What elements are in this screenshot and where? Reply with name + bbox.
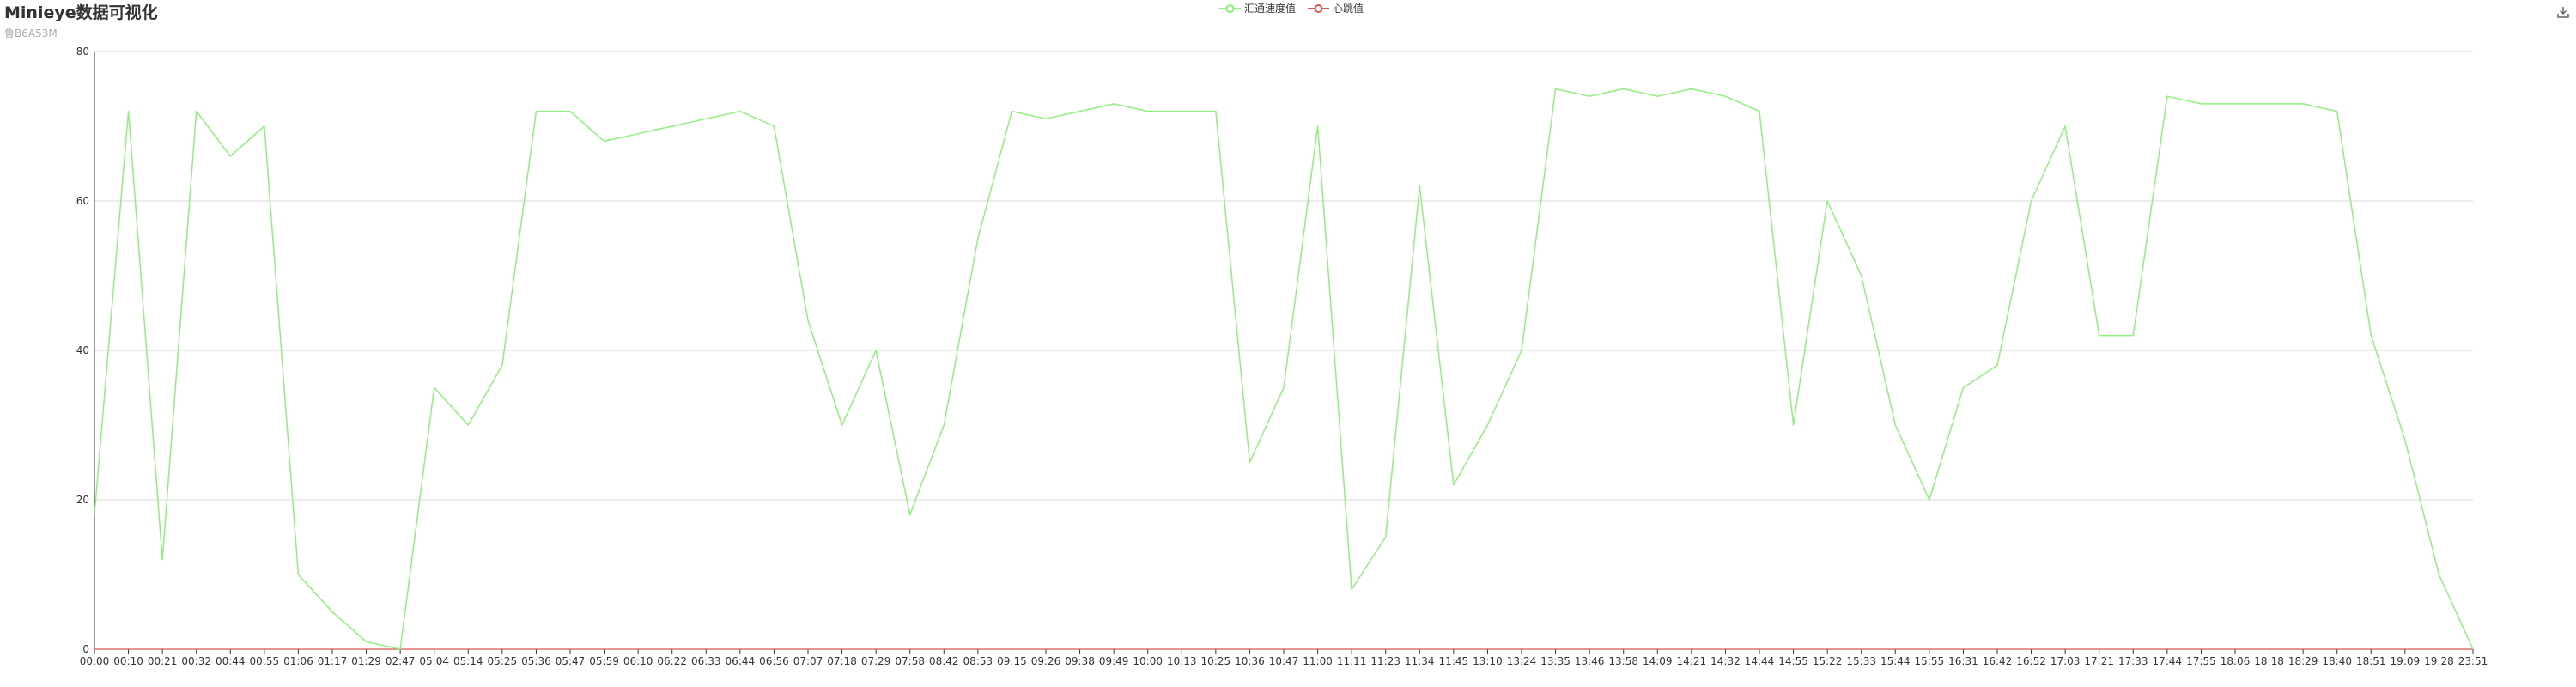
x-tick-label: 18:40 [2322,655,2352,667]
x-tick-label: 11:23 [1370,655,1400,667]
x-tick-label: 23:51 [2458,655,2488,667]
x-tick-label: 09:38 [1065,655,1095,667]
x-tick-label: 06:56 [759,655,789,667]
legend-line-marker-icon [1308,3,1330,13]
x-tick-label: 15:44 [1880,655,1911,667]
x-tick-label: 11:11 [1337,655,1367,667]
x-tick-label: 18:29 [2288,655,2318,667]
x-tick-label: 19:28 [2424,655,2454,667]
x-tick-label: 16:31 [1948,655,1978,667]
y-tick-label: 80 [76,46,89,58]
x-tick-label: 07:18 [827,655,857,667]
x-tick-label: 11:00 [1303,655,1333,667]
x-tick-label: 05:04 [419,655,449,667]
y-tick-label: 0 [82,643,89,655]
x-tick-label: 07:29 [861,655,891,667]
legend-label-speed: 汇通速度值 [1244,3,1297,15]
x-tick-label: 00:10 [113,655,143,667]
x-tick-label: 10:36 [1235,655,1265,667]
x-tick-label: 07:07 [793,655,823,667]
y-tick-label: 40 [76,344,89,356]
x-tick-label: 11:34 [1405,655,1435,667]
x-tick-label: 13:24 [1507,655,1537,667]
x-tick-label: 05:14 [453,655,483,667]
x-tick-label: 10:47 [1269,655,1299,667]
x-tick-label: 17:21 [2084,655,2114,667]
x-tick-label: 06:44 [726,655,756,667]
page-title: Minieye数据可视化 [4,3,158,22]
x-tick-label: 18:18 [2254,655,2284,667]
x-tick-label: 01:29 [351,655,381,667]
x-tick-label: 13:35 [1540,655,1571,667]
x-tick-label: 00:44 [216,655,246,667]
x-tick-label: 00:55 [250,655,280,667]
x-tick-label: 08:53 [963,655,993,667]
x-tick-label: 15:55 [1915,655,1945,667]
x-tick-label: 10:25 [1201,655,1231,667]
x-tick-label: 09:49 [1099,655,1129,667]
x-tick-label: 18:51 [2356,655,2386,667]
x-tick-label: 10:13 [1167,655,1197,667]
x-tick-label: 02:47 [386,655,416,667]
x-tick-label: 15:33 [1846,655,1876,667]
x-tick-label: 11:45 [1439,655,1469,667]
x-tick-label: 13:10 [1473,655,1503,667]
x-tick-label: 06:10 [623,655,653,667]
x-tick-label: 09:26 [1031,655,1061,667]
x-tick-label: 01:06 [283,655,313,667]
x-tick-label: 17:03 [2050,655,2081,667]
y-tick-label: 20 [76,494,89,506]
legend-label-heartbeat: 心跳值 [1333,3,1364,15]
x-tick-label: 14:44 [1745,655,1775,667]
x-tick-label: 08:42 [929,655,959,667]
x-tick-label: 00:32 [181,655,211,667]
legend-item-speed[interactable]: 汇通速度值 [1219,1,1296,15]
x-tick-label: 10:00 [1133,655,1163,667]
x-tick-label: 17:55 [2186,655,2216,667]
x-tick-label: 06:22 [657,655,687,667]
y-tick-label: 60 [76,195,89,207]
x-tick-label: 19:09 [2391,655,2421,667]
legend-line-marker-icon [1219,3,1241,13]
x-tick-label: 16:42 [1983,655,2013,667]
x-tick-label: 00:21 [148,655,178,667]
x-tick-label: 07:58 [895,655,925,667]
x-tick-label: 14:09 [1643,655,1673,667]
x-tick-label: 16:52 [2016,655,2046,667]
x-tick-label: 09:15 [997,655,1027,667]
x-tick-label: 05:25 [488,655,518,667]
x-tick-label: 14:21 [1677,655,1707,667]
x-tick-label: 17:44 [2153,655,2183,667]
x-tick-label: 15:22 [1813,655,1843,667]
page-subtitle: 鲁B6A53M [4,27,58,40]
x-tick-label: 18:06 [2221,655,2251,667]
download-icon[interactable] [2556,5,2570,19]
legend-item-heartbeat[interactable]: 心跳值 [1308,1,1364,15]
x-tick-label: 13:46 [1575,655,1605,667]
x-tick-label: 14:32 [1710,655,1741,667]
chart-legend: 汇通速度值 心跳值 [1219,1,1364,15]
x-tick-label: 00:00 [80,655,110,667]
x-tick-label: 01:17 [318,655,348,667]
x-tick-label: 13:58 [1608,655,1638,667]
x-tick-label: 05:47 [556,655,586,667]
x-tick-label: 06:33 [691,655,721,667]
x-tick-label: 05:59 [589,655,619,667]
series-line-speed [94,88,2474,650]
x-tick-label: 05:36 [521,655,551,667]
x-tick-label: 17:33 [2118,655,2148,667]
x-tick-label: 14:55 [1778,655,1808,667]
